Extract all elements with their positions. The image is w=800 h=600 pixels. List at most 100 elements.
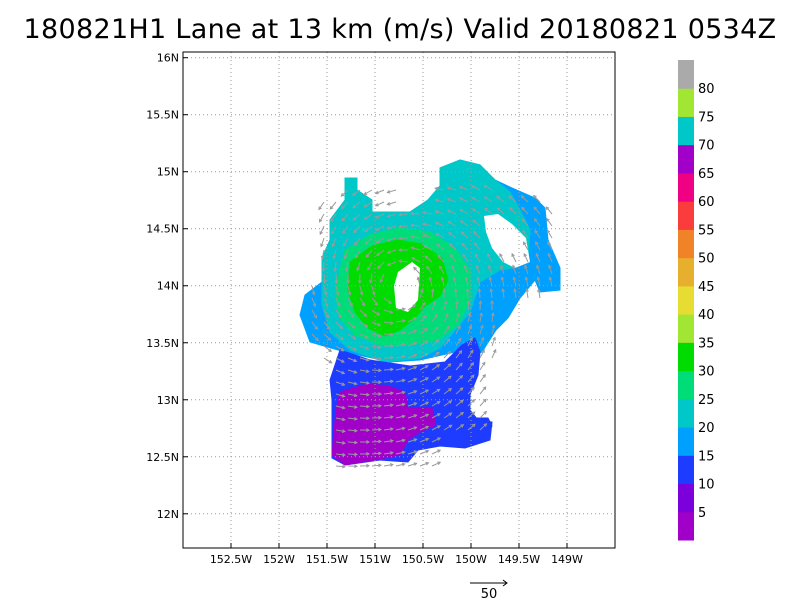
wind-vector xyxy=(513,277,517,287)
wind-vector xyxy=(367,261,373,271)
wind-vector-head xyxy=(389,427,394,431)
wind-vector xyxy=(489,277,493,287)
wind-vector xyxy=(323,345,332,352)
wind-vector-head xyxy=(350,313,355,318)
wind-vector xyxy=(455,399,464,407)
wind-vector xyxy=(334,261,337,271)
wind-vector xyxy=(323,285,327,295)
wind-vector-head xyxy=(366,440,371,444)
wind-vector-head xyxy=(446,338,451,343)
colorbar-label: 45 xyxy=(698,280,715,295)
wind-vector-head xyxy=(546,217,550,222)
wind-vector-head xyxy=(458,350,463,354)
wind-vector xyxy=(514,289,517,299)
wind-vector-head xyxy=(365,253,370,258)
wind-vector-head xyxy=(422,210,427,215)
wind-vector-head xyxy=(347,291,352,296)
wind-vector xyxy=(383,333,394,336)
wind-vector xyxy=(407,438,417,443)
wind-vector-head xyxy=(389,321,394,325)
wind-vector-head xyxy=(386,214,391,218)
wind-vector xyxy=(335,345,344,352)
wind-vector-head xyxy=(524,276,529,281)
wind-vector xyxy=(387,189,397,193)
storm-eye xyxy=(394,262,420,312)
wind-vector-head xyxy=(413,353,418,358)
wind-vector xyxy=(407,378,417,383)
wind-vector xyxy=(455,350,462,359)
wind-vector xyxy=(423,211,433,215)
wind-vector xyxy=(354,237,361,246)
wind-vector-head xyxy=(459,220,464,224)
wind-vector-head xyxy=(354,452,359,457)
wind-vector xyxy=(383,416,393,419)
wind-vector-head xyxy=(460,231,465,236)
wind-vector-head xyxy=(482,373,486,378)
wind-vector xyxy=(383,321,393,324)
wind-vector-head xyxy=(352,335,357,340)
wind-vector xyxy=(330,213,337,222)
wind-vector-head xyxy=(522,229,526,234)
wind-vector xyxy=(426,266,433,275)
wind-vector xyxy=(407,354,417,359)
wind-vector-head xyxy=(374,302,379,306)
wind-vector-head xyxy=(386,238,391,242)
wind-vector xyxy=(323,297,329,307)
wind-vector xyxy=(455,424,464,431)
wind-vector-head xyxy=(459,209,464,213)
wind-vector-head xyxy=(390,344,395,348)
wind-vector-head xyxy=(349,302,353,307)
wind-vector-head xyxy=(401,319,406,323)
wind-vector-head xyxy=(354,440,359,445)
wind-vector-head xyxy=(424,255,429,260)
wind-vector-head xyxy=(342,230,346,235)
wind-vector xyxy=(435,199,445,203)
wind-vector xyxy=(344,249,349,259)
wind-vector xyxy=(455,387,464,395)
wind-vector-head xyxy=(353,370,358,374)
wind-vector-head xyxy=(343,255,348,260)
wind-vector xyxy=(455,362,463,371)
lon-tick-label: 150.5W xyxy=(402,553,444,566)
wind-vector-head xyxy=(423,315,428,319)
wind-vector xyxy=(335,429,345,432)
wind-vector xyxy=(548,253,553,263)
wind-vector-head xyxy=(448,412,453,416)
wind-vector xyxy=(371,285,375,295)
wind-vector-head xyxy=(422,233,427,238)
lon-tick-label: 152W xyxy=(263,553,295,566)
wind-vector xyxy=(472,208,481,215)
colorbar-label: 5 xyxy=(698,506,706,521)
wind-vector xyxy=(318,201,325,210)
wind-vector-head xyxy=(413,450,418,454)
wind-vector-head xyxy=(342,464,347,469)
colorbar-label: 75 xyxy=(698,110,715,125)
wind-vector-head xyxy=(389,391,394,396)
wind-vector xyxy=(335,357,345,363)
colorbar-segment xyxy=(678,285,694,315)
wind-vector-head xyxy=(363,191,368,195)
wind-vector-head xyxy=(432,300,437,305)
wind-vector-head xyxy=(377,356,382,361)
wind-vector-head xyxy=(365,346,370,350)
wind-vector xyxy=(479,325,484,335)
wind-vector xyxy=(533,195,541,203)
wind-vector-head xyxy=(401,426,406,431)
wind-vector-head xyxy=(534,229,539,234)
wind-vector xyxy=(546,218,553,227)
wind-vector-head xyxy=(363,313,368,317)
wind-vector-head xyxy=(321,268,326,273)
wind-vector xyxy=(395,320,405,323)
wind-vector-head xyxy=(463,264,468,269)
wind-vector-head xyxy=(424,365,429,369)
wind-vector-head xyxy=(319,218,323,223)
wind-vector-head xyxy=(437,461,442,465)
wind-vector xyxy=(407,329,417,335)
wind-vector xyxy=(311,321,318,330)
wind-vector-head xyxy=(471,411,476,416)
lat-tick-label: 13N xyxy=(157,394,179,407)
wind-vector-head xyxy=(374,190,379,195)
wind-vector xyxy=(431,339,439,347)
wind-vector-head xyxy=(450,253,454,258)
wind-vector-head xyxy=(378,415,383,420)
